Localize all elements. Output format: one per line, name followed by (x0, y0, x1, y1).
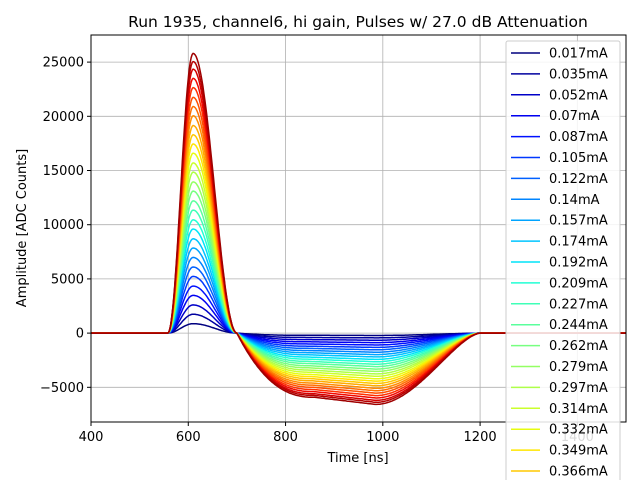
legend-label: 0.279mA (549, 360, 608, 375)
plot-frame (90, 34, 627, 423)
chart-title: Run 1935, channel6, hi gain, Pulses w/ 2… (128, 13, 588, 31)
legend-label: 0.209mA (549, 276, 608, 291)
x-tick-label: 400 (79, 430, 104, 445)
y-tick-label: 15000 (43, 164, 84, 179)
y-tick-label: 25000 (43, 56, 84, 71)
legend-label: 0.314mA (549, 402, 608, 417)
legend-label: 0.052mA (549, 88, 608, 103)
legend-label: 0.105mA (549, 151, 608, 166)
legend-label: 0.262mA (549, 339, 608, 354)
x-axis-label: Time [ns] (326, 451, 388, 466)
legend-label: 0.017mA (549, 47, 608, 62)
x-tick-label: 800 (273, 430, 298, 445)
y-axis-ticks: −5000 0 5000 10000 15000 20000 25000 (40, 56, 91, 396)
legend-label: 0.07mA (549, 109, 600, 124)
legend-label: 0.366mA (549, 465, 608, 480)
legend-label: 0.157mA (549, 214, 608, 229)
legend-label: 0.227mA (549, 297, 608, 312)
legend-label: 0.349mA (549, 444, 608, 459)
legend-label: 0.244mA (549, 318, 608, 333)
y-tick-label: 0 (76, 327, 84, 342)
legend-box (505, 40, 621, 480)
legend: 0.017mA 0.035mA 0.052mA 0.07mA 0.087mA 0.105m… (505, 40, 621, 480)
legend-label: 0.332mA (549, 423, 608, 438)
legend-label: 0.087mA (549, 130, 608, 145)
x-tick-label: 1200 (464, 430, 497, 445)
x-tick-label: 1000 (366, 430, 399, 445)
legend-label: 0.297mA (549, 381, 608, 396)
y-tick-label: −5000 (40, 381, 84, 396)
y-axis-label: Amplitude [ADC Counts] (15, 149, 30, 307)
x-tick-label: 600 (176, 430, 201, 445)
legend-label: 0.192mA (549, 256, 608, 271)
y-tick-label: 20000 (43, 110, 84, 125)
legend-label: 0.14mA (549, 193, 600, 208)
legend-label: 0.174mA (549, 235, 608, 250)
legend-label: 0.122mA (549, 172, 608, 187)
y-tick-label: 5000 (51, 272, 84, 287)
legend-label: 0.035mA (549, 67, 608, 82)
y-tick-label: 10000 (43, 218, 84, 233)
